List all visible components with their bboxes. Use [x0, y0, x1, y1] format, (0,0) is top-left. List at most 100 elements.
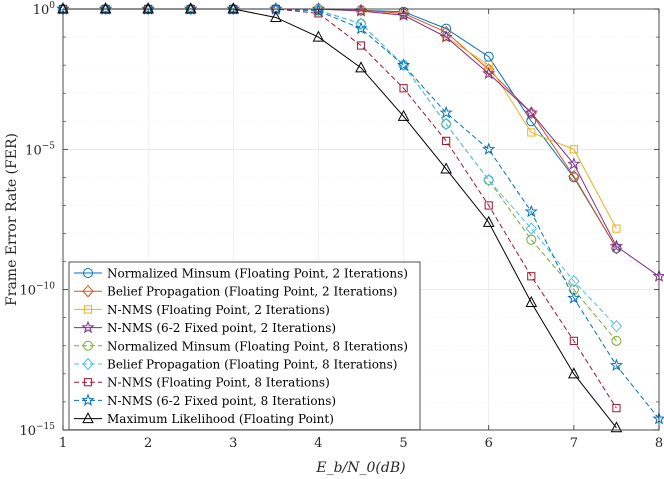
y-tick-base: 10 [33, 3, 50, 18]
data-point [610, 421, 623, 433]
legend-marker [83, 268, 93, 278]
data-point [399, 84, 408, 93]
x-tick-label: 3 [229, 436, 237, 451]
legend-entry: N-NMS (6-2 Fixed point, 8 Iterations) [74, 393, 336, 408]
x-tick-label: 5 [399, 436, 407, 451]
legend-label: Normalized Minsum (Floating Point, 2 Ite… [107, 267, 408, 281]
data-point [184, 2, 198, 15]
data-point [482, 142, 496, 155]
legend-label: N-NMS (Floating Point, 8 Iterations) [107, 376, 330, 390]
data-point [524, 204, 538, 218]
data-point [482, 66, 496, 80]
legend-marker [81, 393, 95, 407]
data-point [396, 58, 411, 71]
data-point [396, 8, 411, 21]
data-point [612, 224, 621, 233]
y-tick-label: 10−5 [25, 141, 55, 158]
x-tick-label: 4 [314, 436, 322, 451]
y-tick-base: 10 [19, 424, 36, 439]
data-point [527, 272, 536, 281]
x-tick-label: 8 [655, 436, 663, 451]
data-point [439, 30, 453, 43]
legend-marker [81, 320, 95, 334]
data-point [524, 105, 538, 119]
data-point [483, 173, 495, 187]
data-point [355, 61, 367, 73]
data-point [609, 239, 624, 252]
x-tick-label: 7 [570, 436, 578, 451]
data-point [482, 215, 495, 227]
legend-marker [83, 340, 93, 351]
data-point [611, 335, 622, 346]
legend-entry: Normalized Minsum (Floating Point, 8 Ite… [74, 339, 408, 353]
legend: Normalized Minsum (Floating Point, 2 Ite… [68, 261, 421, 431]
data-point [312, 4, 325, 17]
data-point [568, 274, 580, 288]
legend-entry: Maximum Likelihood (Floating Point) [74, 412, 334, 426]
y-tick-exponent: 0 [49, 1, 55, 11]
legend-label: N-NMS (6-2 Fixed point, 8 Iterations) [107, 394, 336, 408]
data-point [354, 21, 368, 35]
data-point [568, 367, 580, 379]
legend-label: Belief Propagation (Floating Point, 8 It… [107, 358, 397, 372]
y-tick-base: 10 [19, 284, 36, 299]
data-point [484, 201, 493, 210]
legend-label: Maximum Likelihood (Floating Point) [107, 412, 334, 426]
data-point [525, 295, 538, 307]
data-point [609, 358, 624, 372]
x-tick-label: 1 [59, 436, 67, 451]
x-tick-label: 2 [144, 436, 152, 451]
x-axis-label: E_b/N_0(dB) [315, 460, 405, 476]
data-point [355, 17, 367, 30]
y-tick-exponent: −5 [42, 141, 56, 151]
legend-marker [82, 357, 94, 371]
legend-label: Normalized Minsum (Floating Point, 8 Ite… [107, 339, 408, 353]
legend-entry: N-NMS (6-2 Fixed point, 2 Iterations) [74, 320, 336, 335]
data-point [442, 136, 451, 145]
y-tick-label: 10−15 [19, 422, 55, 439]
legend-entry: N-NMS (Floating Point, 8 Iterations) [74, 376, 330, 390]
y-tick-base: 10 [25, 143, 42, 158]
data-point [612, 404, 621, 413]
legend-marker [83, 305, 93, 314]
data-point [569, 145, 578, 154]
data-point [567, 291, 581, 304]
x-tick-label: 6 [485, 436, 493, 451]
data-point [98, 2, 113, 15]
y-tick-label: 10−10 [19, 282, 55, 299]
data-point [439, 105, 453, 119]
y-axis-label: Frame Error Rate (FER) [4, 133, 20, 306]
legend-marker [82, 412, 94, 424]
y-tick-exponent: −15 [36, 422, 55, 432]
data-point [569, 336, 578, 345]
legend-entry: Belief Propagation (Floating Point, 2 It… [74, 285, 397, 299]
data-point [567, 157, 581, 170]
data-point [526, 116, 537, 127]
data-point [184, 2, 197, 14]
data-point [312, 30, 325, 42]
legend-label: Belief Propagation (Floating Point, 2 It… [107, 285, 397, 299]
legend-entry: Normalized Minsum (Floating Point, 2 Ite… [74, 267, 408, 281]
data-point [527, 128, 536, 137]
data-point [526, 234, 537, 245]
y-tick-label: 100 [33, 1, 56, 18]
data-point [440, 162, 452, 174]
data-point [525, 222, 537, 235]
legend-box [68, 261, 421, 431]
legend-marker [83, 378, 93, 387]
data-point [440, 117, 452, 131]
data-point [356, 41, 366, 50]
data-point [568, 169, 580, 183]
data-point [610, 319, 623, 333]
y-tick-exponent: −10 [36, 282, 55, 292]
data-point [397, 109, 410, 121]
data-point [270, 10, 282, 22]
legend-marker [82, 284, 94, 298]
data-point [99, 2, 112, 14]
data-point [568, 284, 579, 295]
legend-entry: Belief Propagation (Floating Point, 8 It… [74, 358, 397, 372]
legend-label: N-NMS (Floating Point, 2 Iterations) [107, 303, 330, 317]
legend-label: N-NMS (6-2 Fixed point, 2 Iterations) [107, 321, 336, 335]
